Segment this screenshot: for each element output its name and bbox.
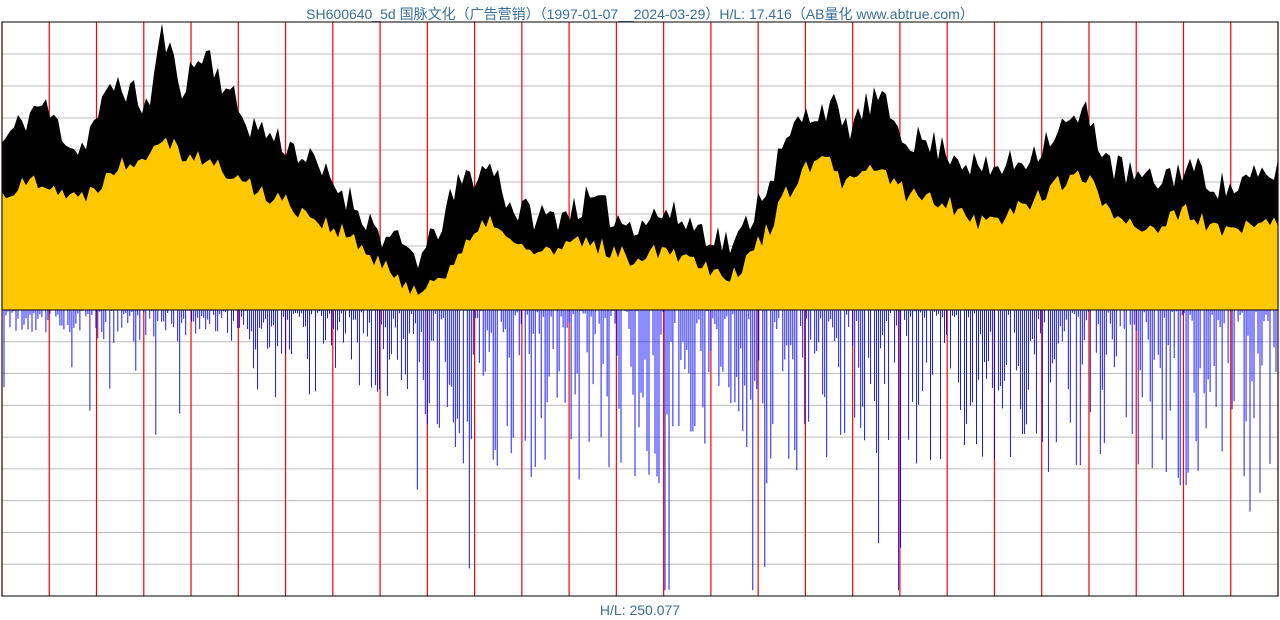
- volume-spikes: [2, 310, 1278, 590]
- chart-footer: H/L: 250.077: [0, 602, 1280, 618]
- chart-canvas: [0, 0, 1280, 620]
